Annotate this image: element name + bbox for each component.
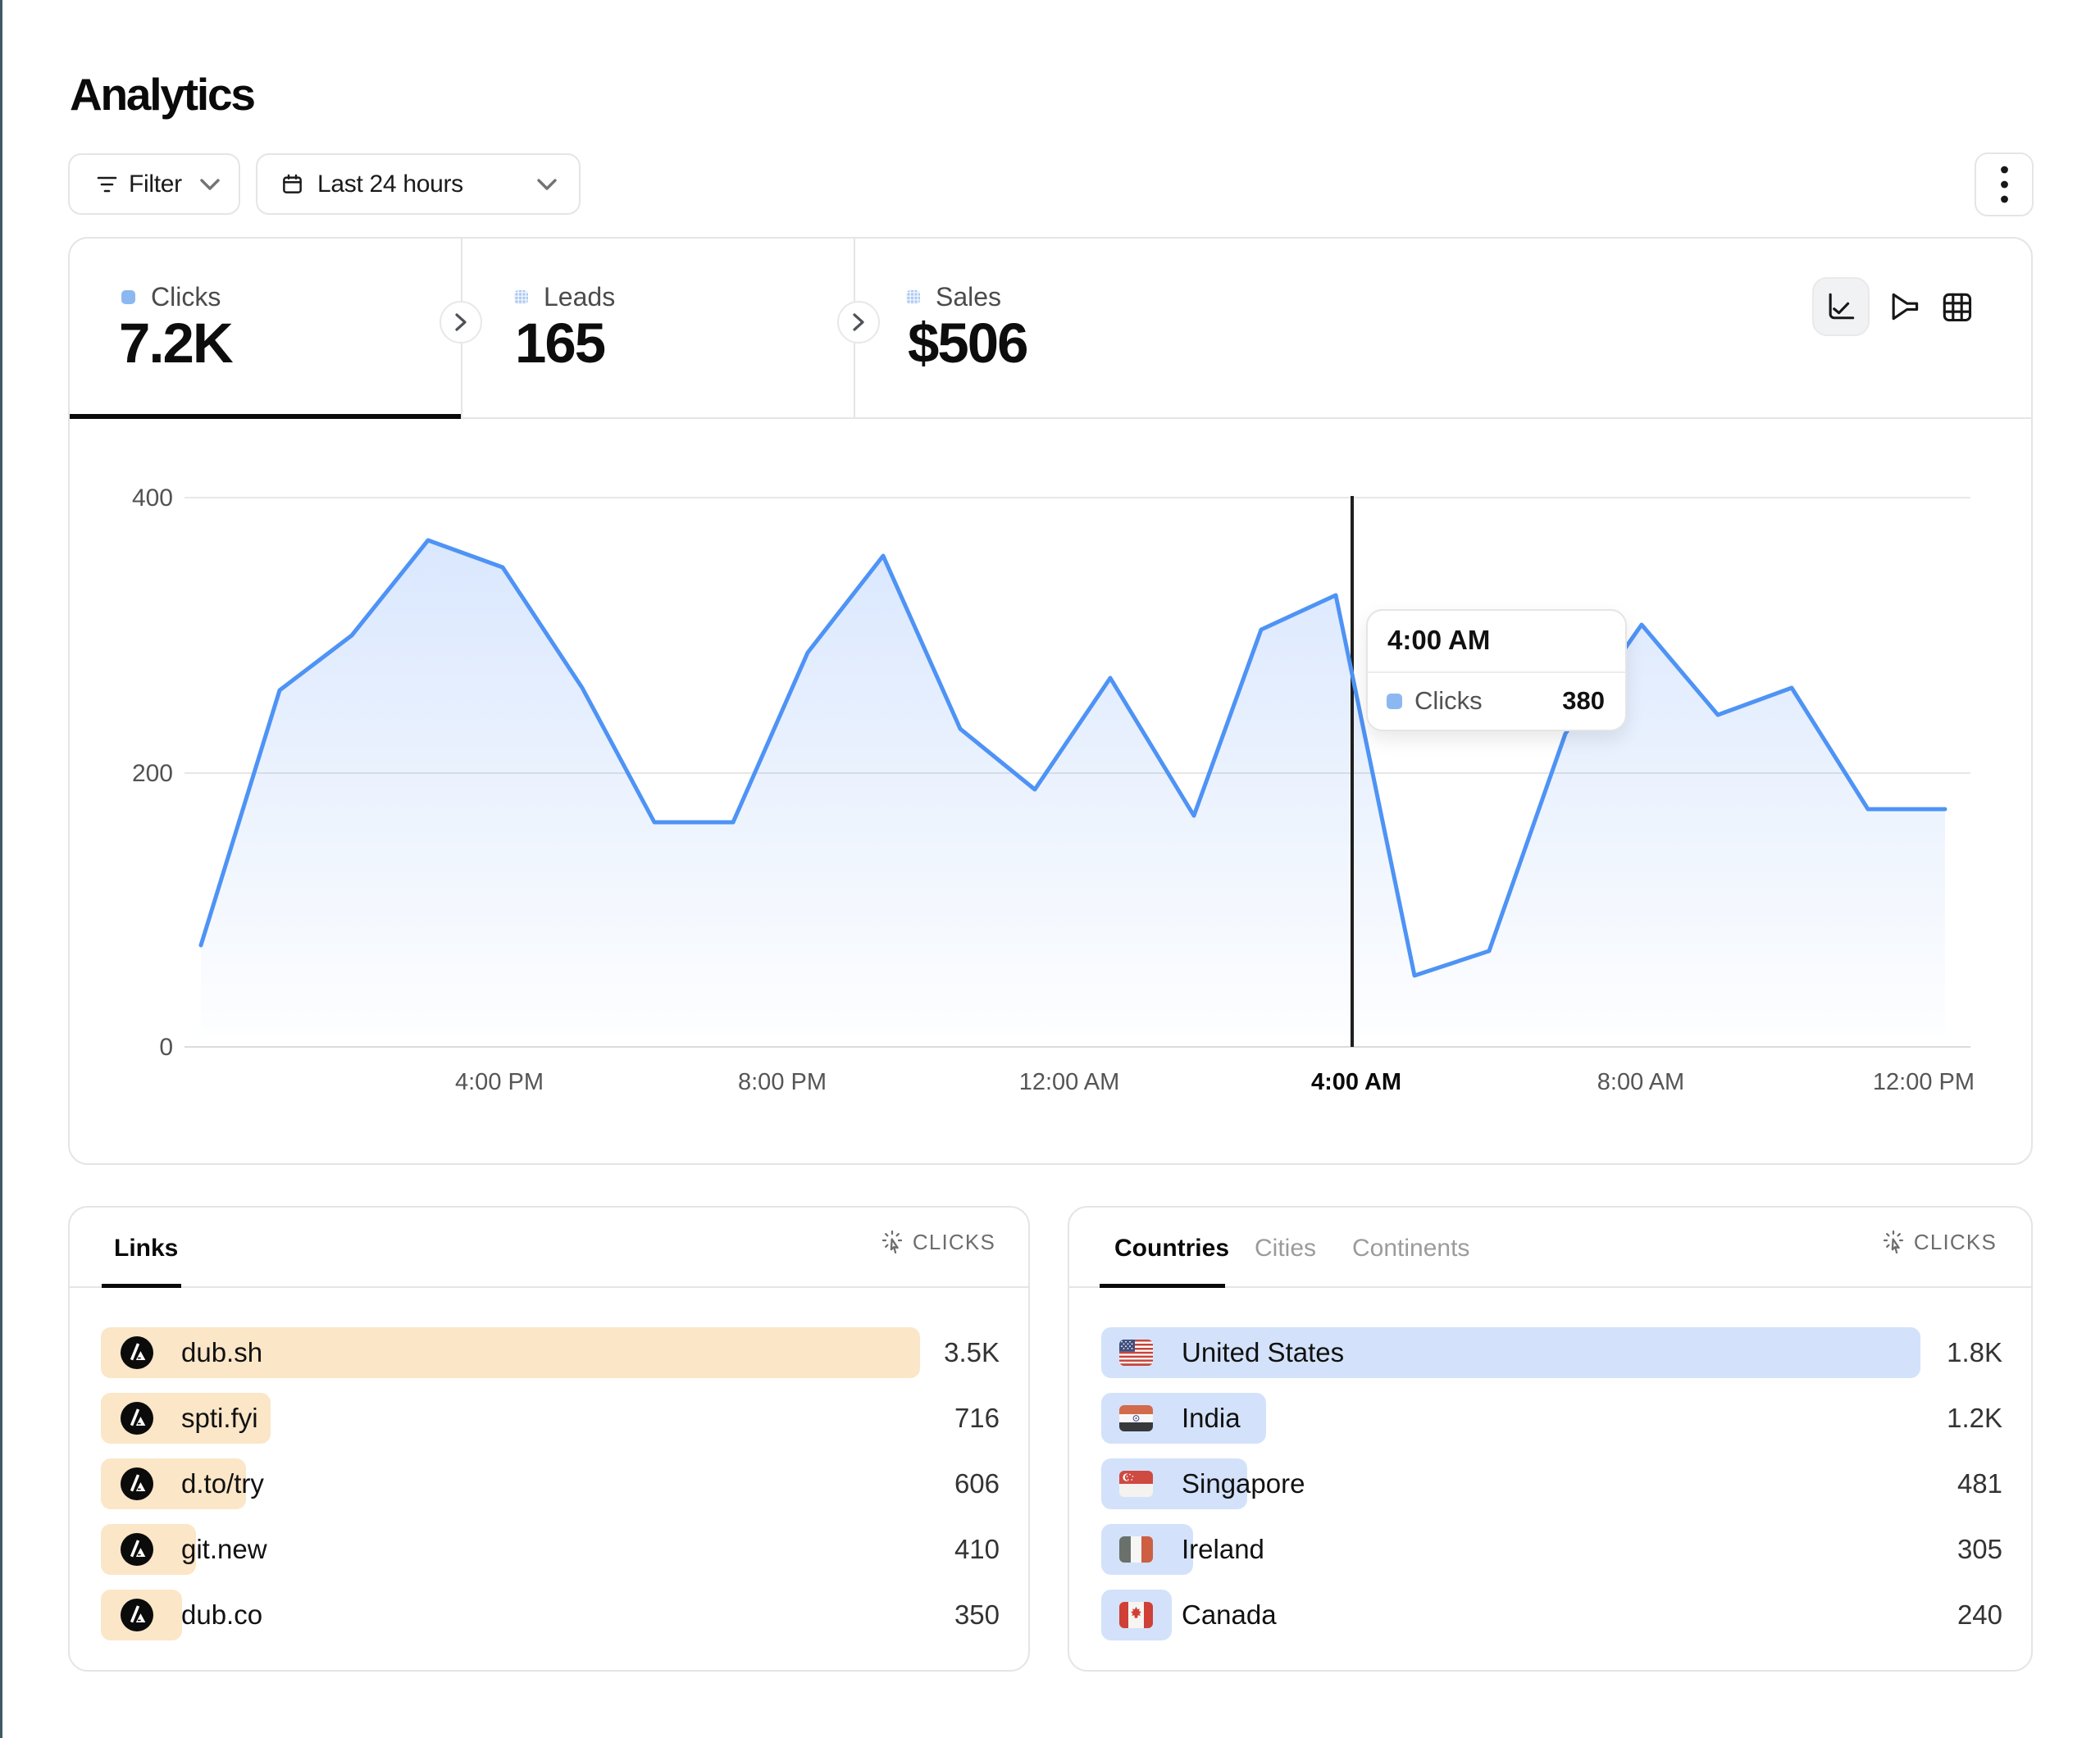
svg-text:8:00 PM: 8:00 PM (738, 1069, 827, 1095)
svg-text:12:00 AM: 12:00 AM (1019, 1069, 1120, 1095)
svg-text:400: 400 (132, 485, 173, 512)
svg-text:8:00 AM: 8:00 AM (1597, 1069, 1684, 1095)
svg-text:0: 0 (159, 1034, 173, 1061)
svg-text:200: 200 (132, 760, 173, 787)
svg-text:4:00 PM: 4:00 PM (455, 1069, 544, 1095)
svg-text:4:00 AM: 4:00 AM (1311, 1069, 1401, 1095)
svg-text:12:00 PM: 12:00 PM (1873, 1069, 1975, 1095)
